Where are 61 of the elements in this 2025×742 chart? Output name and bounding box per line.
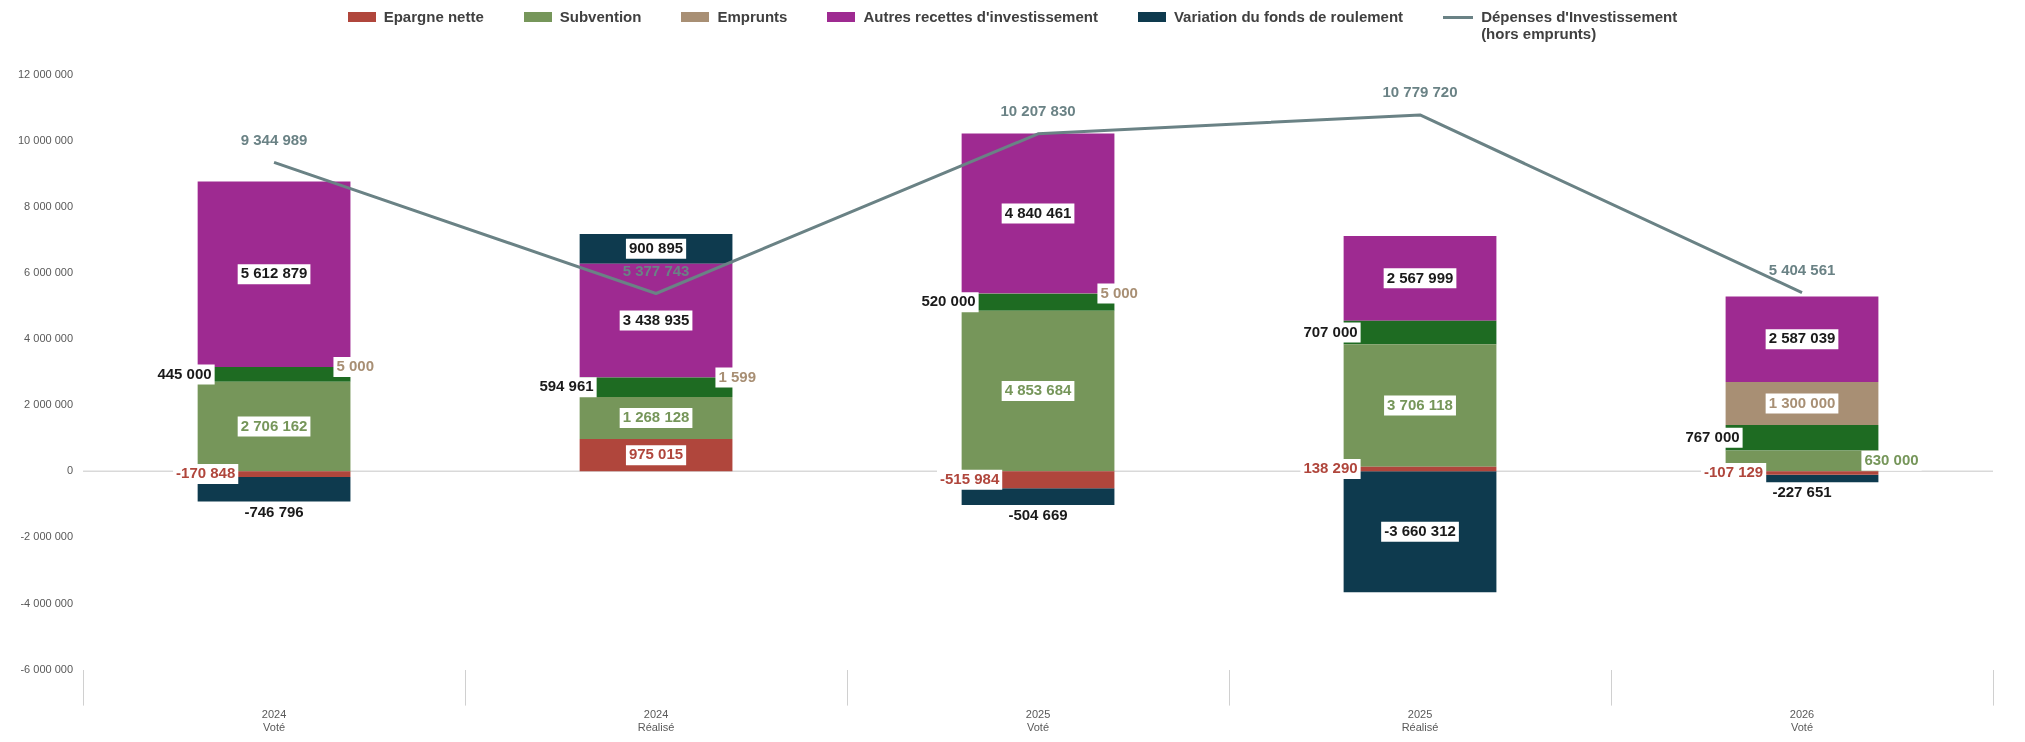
data-label: -515 984: [940, 469, 1000, 487]
x-tick-label: 2025 Réalisé: [1401, 708, 1439, 734]
bar: [961, 488, 1115, 506]
data-label: 1 268 128: [622, 408, 690, 426]
x-tick-label: 2026 Voté: [1789, 708, 1815, 734]
data-label: 1 599: [718, 367, 756, 385]
data-label: -504 669: [1008, 506, 1068, 524]
data-label: 5 612 879: [240, 264, 308, 282]
data-label: 5 000: [1100, 283, 1138, 301]
x-tick-label: 2024 Voté: [261, 708, 287, 734]
y-tick-label: 0: [66, 464, 74, 477]
data-label: 594 961: [539, 377, 594, 395]
legend-label: Dépenses d'Investissement (hors emprunts): [1481, 8, 1678, 42]
legend-label: Subvention: [559, 8, 642, 25]
data-label: 4 853 684: [1004, 381, 1073, 399]
data-label: -227 651: [1772, 483, 1832, 501]
bar: [197, 476, 351, 502]
y-tick-label: 8 000 000: [24, 199, 74, 212]
data-label: -3 660 312: [1384, 521, 1456, 539]
data-label: 2 567 999: [1386, 268, 1454, 286]
bar: [1343, 471, 1497, 593]
bar: [1343, 235, 1497, 321]
bar: [961, 310, 1115, 472]
data-label: 445 000: [157, 364, 212, 382]
data-label: 975 015: [628, 445, 684, 463]
data-label: 138 290: [1303, 459, 1358, 477]
legend-label: Variation du fonds de roulement: [1173, 8, 1404, 25]
data-label: 5 404 561: [1768, 260, 1836, 278]
data-label: 5 000: [336, 357, 374, 375]
data-label: 520 000: [921, 292, 976, 310]
data-label: 767 000: [1685, 427, 1740, 445]
data-label: 4 840 461: [1004, 203, 1072, 221]
data-label: 10 207 830: [1000, 101, 1076, 119]
y-tick-label: -4 000 000: [20, 596, 74, 609]
y-tick-label: 12 000 000: [17, 67, 74, 80]
y-tick-label: 6 000 000: [24, 265, 74, 278]
legend-label: Epargne nette: [383, 8, 484, 25]
data-label: 707 000: [1303, 322, 1358, 340]
data-label: 900 895: [628, 238, 684, 256]
data-label: 2 587 039: [1768, 329, 1836, 347]
data-label: 5 377 743: [622, 261, 690, 279]
x-tick-label: 2024 Réalisé: [637, 708, 675, 734]
data-label: 10 779 720: [1382, 83, 1458, 101]
bar: [1725, 296, 1879, 383]
data-label: 1 300 000: [1768, 393, 1836, 411]
legend-label: Emprunts: [717, 8, 788, 25]
data-label: 9 344 989: [240, 130, 308, 148]
y-tick-label: -6 000 000: [20, 662, 74, 675]
y-tick-label: 2 000 000: [24, 398, 74, 411]
data-label: 630 000: [1864, 450, 1919, 468]
x-tick-label: 2025 Voté: [1025, 708, 1051, 734]
data-label: -170 848: [176, 464, 236, 482]
y-tick-label: 10 000 000: [17, 133, 74, 146]
legend-label: Autres recettes d'investissement: [863, 8, 1098, 25]
y-tick-label: 4 000 000: [24, 332, 74, 345]
data-label: -107 129: [1704, 463, 1764, 481]
data-label: 3 438 935: [622, 310, 690, 328]
data-label: -746 796: [244, 502, 304, 520]
y-tick-label: -2 000 000: [20, 530, 74, 543]
data-label: 3 706 118: [1387, 395, 1453, 413]
data-label: 2 706 162: [240, 416, 308, 434]
